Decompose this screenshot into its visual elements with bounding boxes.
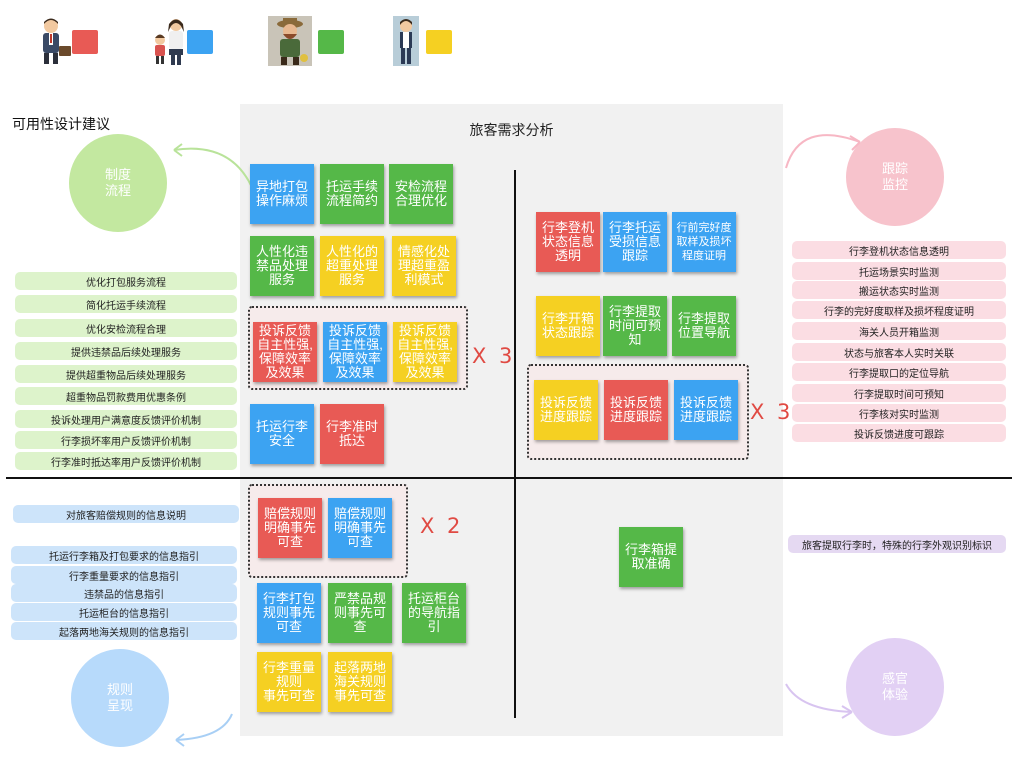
suggestion-pill: 超重物品罚款费用优惠条例: [15, 387, 237, 405]
note: 严禁品规 则事先可 查: [328, 583, 392, 643]
suggestion-pill: 行李准时抵达率用户反馈评价机制: [15, 452, 237, 470]
arrow-to-tracking: [785, 134, 861, 169]
note: 行李打包 规则事先 可查: [257, 583, 321, 643]
note: 投诉反馈 自主性强, 保障效率 及效果: [393, 322, 457, 382]
elderly-traveler-avatar: [268, 16, 312, 66]
suggestion-pill: 托运行李箱及打包要求的信息指引: [11, 546, 237, 564]
persona-color-swatch-blue: [187, 30, 213, 54]
suggestion-pill: 投诉反馈进度可跟踪: [792, 424, 1006, 442]
note: 人性化的 超重处理 服务: [320, 236, 384, 296]
note: 异地打包 操作麻烦: [250, 164, 314, 224]
suggestion-pill: 起落两地海关规则的信息指引: [11, 622, 237, 640]
suggestion-pill: 行李损坏率用户反馈评价机制: [15, 431, 237, 449]
suggestion-pill: 状态与旅客本人实时关联: [792, 343, 1006, 361]
note: 投诉反馈 进度跟踪: [674, 380, 738, 440]
suggestion-pill: 行李核对实时监测: [792, 404, 1006, 422]
young-traveler-avatar: [393, 16, 437, 66]
suggestion-pill: 海关人员开箱监测: [792, 322, 1006, 340]
suggestion-pill: 旅客提取行李时，特殊的行李外观识别标识: [788, 535, 1006, 553]
suggestion-pill: 投诉处理用户满意度反馈评价机制: [15, 410, 237, 428]
note: 行李重量 规则 事先可查: [257, 652, 321, 712]
note: 情感化处 理超重盈 利模式: [392, 236, 456, 296]
note: 投诉反馈 自主性强, 保障效率 及效果: [253, 322, 317, 382]
note: 投诉反馈 自主性强, 保障效率 及效果: [323, 322, 387, 382]
suggestion-pill: 优化打包服务流程: [15, 272, 237, 290]
suggestion-pill: 行李的完好度取样及损坏程度证明: [792, 301, 1006, 319]
note: 安检流程 合理优化: [389, 164, 453, 224]
note: 投诉反馈 进度跟踪: [534, 380, 598, 440]
suggestion-pill: 提供超重物品后续处理服务: [15, 365, 237, 383]
suggestion-pill: 托运场景实时监测: [792, 262, 1006, 280]
note: 托运行李 安全: [250, 404, 314, 464]
note: 行李开箱 状态跟踪: [536, 296, 600, 356]
note: 行李托运 受损信息 跟踪: [603, 212, 667, 272]
suggestion-pill: 行李登机状态信息透明: [792, 241, 1006, 259]
note: 人性化违 禁品处理 服务: [250, 236, 314, 296]
note: 托运柜台 的导航指 引: [402, 583, 466, 643]
note: 起落两地 海关规则 事先可查: [328, 652, 392, 712]
suggestion-pill: 简化托运手续流程: [15, 295, 237, 313]
suggestion-pill: 行李重量要求的信息指引: [11, 566, 237, 584]
parent-with-child-avatar: [150, 16, 194, 66]
side-title: 可用性设计建议: [12, 116, 110, 132]
suggestion-pill: 搬运状态实时监测: [792, 281, 1006, 299]
note: 行李箱提 取准确: [619, 527, 683, 587]
suggestion-pill: 违禁品的信息指引: [11, 584, 237, 602]
note: 行李登机 状态信息 透明: [536, 212, 600, 272]
vertical-axis: [514, 170, 516, 718]
note: 投诉反馈 进度跟踪: [604, 380, 668, 440]
suggestion-pill: 托运柜台的信息指引: [11, 603, 237, 621]
note: 赔偿规则 明确事先 可查: [328, 498, 392, 558]
multiplier-top-right: X 3: [750, 400, 794, 424]
circle-tracking-monitoring: 跟踪 监控: [846, 128, 944, 226]
note: 行李提取 位置导航: [672, 296, 736, 356]
multiplier-top-left: X 3: [472, 344, 516, 368]
note: 行李准时 抵达: [320, 404, 384, 464]
suggestion-pill: 行李提取时间可预知: [792, 384, 1006, 402]
note: 赔偿规则 明确事先 可查: [258, 498, 322, 558]
panel-title: 旅客需求分析: [469, 122, 554, 138]
suggestion-pill: 对旅客赔偿规则的信息说明: [13, 505, 239, 523]
horizontal-axis: [6, 477, 1012, 479]
multiplier-bottom-left: X 2: [420, 514, 464, 538]
note: 托运手续 流程简约: [320, 164, 384, 224]
persona-color-swatch-red: [72, 30, 98, 54]
arrow-to-sensory: [785, 683, 853, 719]
persona-color-swatch-yellow: [426, 30, 452, 54]
circle-institution-process: 制度 流程: [69, 134, 167, 232]
suggestion-pill: 提供违禁品后续处理服务: [15, 342, 237, 360]
circle-rules-presentation: 规则 呈现: [71, 649, 169, 747]
note: 行李提取 时间可预 知: [603, 296, 667, 356]
suggestion-pill: 优化安检流程合理: [15, 319, 237, 337]
persona-color-swatch-green: [318, 30, 344, 54]
suggestion-pill: 行李提取口的定位导航: [792, 363, 1006, 381]
circle-sensory-experience: 感官 体验: [846, 638, 944, 736]
note: 行前完好度 取样及损坏 程度证明: [672, 212, 736, 272]
business-traveler-avatar: [33, 16, 77, 66]
arrow-to-rules: [175, 713, 233, 747]
